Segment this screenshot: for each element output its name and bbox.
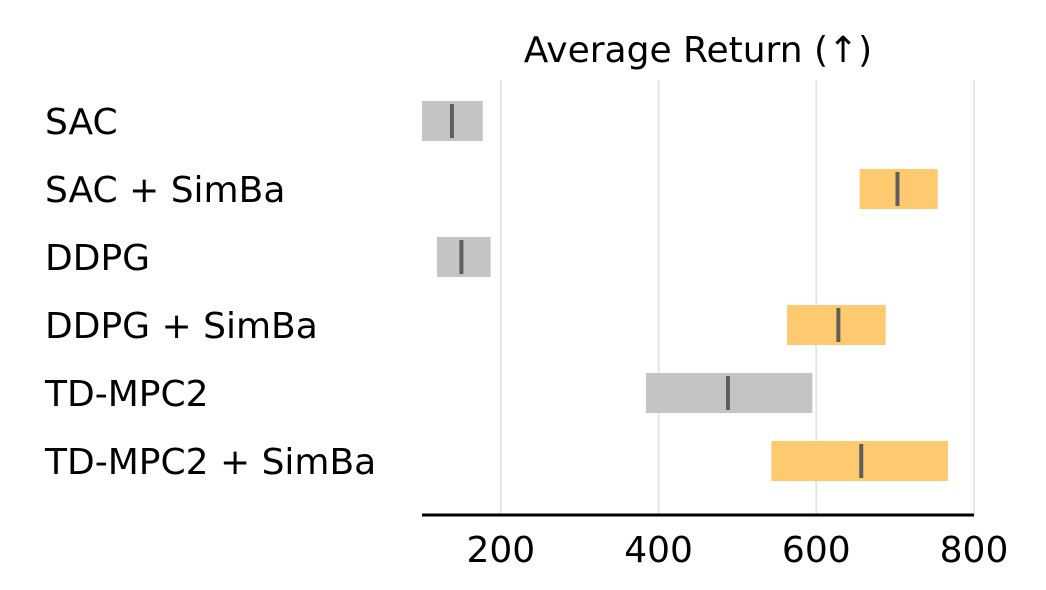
x-tick-label: 400 bbox=[624, 530, 693, 571]
x-tick-label: 200 bbox=[466, 530, 535, 571]
category-labels: SAC SAC + SimBa DDPG DDPG + SimBa TD-MPC2 TD-… bbox=[44, 102, 376, 483]
x-tick-labels: 200 400 600 800 bbox=[466, 530, 1008, 571]
chart-title: Average Return (↑) bbox=[524, 30, 872, 71]
x-tick-label: 600 bbox=[782, 530, 851, 571]
category-label: SAC bbox=[45, 102, 118, 143]
category-label: TD-MPC2 + SimBa bbox=[44, 442, 376, 483]
category-label: TD-MPC2 bbox=[44, 374, 209, 415]
interval-bar bbox=[436, 237, 491, 277]
category-label: SAC + SimBa bbox=[45, 170, 285, 211]
median-markers bbox=[449, 104, 900, 478]
category-label: DDPG bbox=[45, 238, 150, 279]
category-label: DDPG + SimBa bbox=[45, 306, 318, 347]
grid-lines bbox=[499, 80, 975, 515]
x-tick-label: 800 bbox=[940, 530, 1009, 571]
